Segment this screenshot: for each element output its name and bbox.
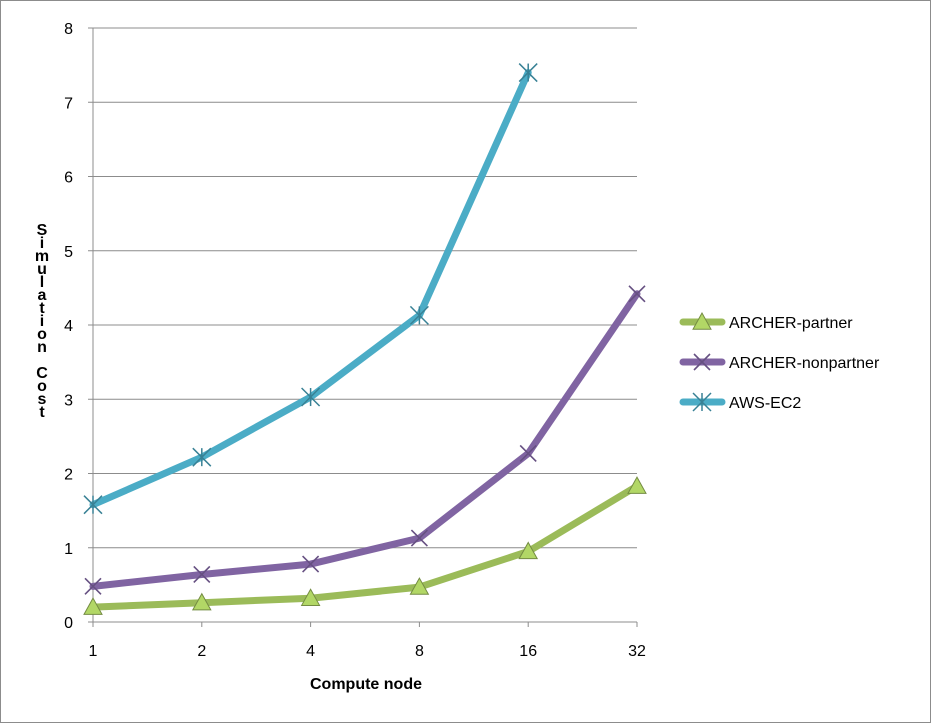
- legend-label: ARCHER-nonpartner: [729, 355, 880, 372]
- marker-stroke: [628, 285, 646, 303]
- x-tick-label: 1: [89, 643, 98, 660]
- y-tick-label: 5: [64, 244, 73, 261]
- y-axis-label-char: i: [40, 235, 44, 252]
- legend-label: AWS-EC2: [729, 395, 801, 412]
- legend: ARCHER-partner ARCHER-nonpartner AWS-EC2: [679, 311, 880, 412]
- series-line: [89, 482, 641, 611]
- y-axis-label-char: i: [40, 313, 44, 330]
- x-tick-label: 2: [197, 643, 206, 660]
- y-axis-label-char: u: [37, 261, 47, 278]
- y-tick-label: 6: [64, 170, 73, 187]
- data-point-marker: [628, 285, 646, 303]
- y-axis-label-char: o: [37, 326, 47, 343]
- data-point-marker: [83, 597, 103, 615]
- data-point-marker: [519, 444, 537, 463]
- legend-item: AWS-EC2: [679, 392, 801, 412]
- data-point-marker: [409, 577, 430, 595]
- y-axis-label-char: S: [37, 222, 48, 239]
- data-point-marker: [518, 63, 538, 83]
- axes: [88, 27, 638, 627]
- series-lines: [83, 63, 647, 615]
- data-point-marker: [692, 392, 712, 412]
- data-point-marker: [518, 541, 539, 560]
- data-point-marker: [409, 305, 429, 325]
- series-archer-nonpartner: [84, 285, 646, 595]
- data-point-marker: [410, 529, 428, 547]
- y-axis-label-char: t: [39, 300, 45, 317]
- y-axis-label-char: o: [37, 378, 47, 395]
- y-axis-label-char: n: [37, 339, 47, 356]
- data-point-marker: [84, 577, 102, 595]
- y-tick-label: 3: [64, 392, 73, 409]
- gridlines: [93, 27, 637, 549]
- y-tick-label: 0: [64, 615, 73, 632]
- data-point-marker: [627, 476, 647, 494]
- y-tick-label: 2: [64, 467, 73, 484]
- legend-item: ARCHER-nonpartner: [679, 353, 880, 372]
- y-axis-label-char: a: [38, 287, 47, 304]
- x-tick-label: 16: [519, 643, 537, 660]
- x-tick-label: 32: [628, 643, 646, 660]
- data-point-marker: [692, 311, 712, 330]
- data-point-marker: [693, 353, 711, 371]
- series-line: [89, 290, 641, 590]
- data-point-marker: [83, 495, 103, 515]
- x-tick-label: 4: [306, 643, 315, 660]
- series-line: [89, 69, 532, 509]
- x-axis-label: Compute node: [310, 676, 422, 693]
- marker-stroke: [519, 444, 537, 463]
- marker-stroke: [193, 565, 211, 584]
- y-tick-label: 7: [64, 95, 73, 112]
- data-point-marker: [301, 387, 321, 407]
- legend-item: ARCHER-partner: [679, 311, 853, 332]
- data-point-marker: [192, 447, 212, 467]
- data-point-marker: [191, 592, 212, 611]
- legend-label: ARCHER-partner: [729, 315, 853, 332]
- data-point-marker: [302, 555, 320, 573]
- x-tick-label: 8: [415, 643, 424, 660]
- y-axis-label-char: m: [35, 248, 49, 265]
- y-axis-label-char: s: [38, 391, 47, 408]
- y-tick-label: 1: [64, 541, 73, 558]
- series-archer-partner: [83, 476, 647, 615]
- x-tick-labels: 1 2 4 8 16 32: [89, 643, 646, 660]
- y-axis-label-char: l: [40, 274, 44, 291]
- marker-stroke: [693, 353, 711, 371]
- data-point-marker: [193, 565, 211, 584]
- data-point-marker: [300, 588, 321, 606]
- y-tick-labels: 0 1 2 3 4 5 6 7 8: [64, 21, 73, 632]
- series-aws-ec2: [83, 63, 538, 515]
- y-axis-label-char: C: [36, 365, 48, 382]
- marker-stroke: [84, 577, 102, 595]
- marker-stroke: [410, 529, 428, 547]
- marker-stroke: [302, 555, 320, 573]
- y-tick-label: 8: [64, 21, 73, 38]
- y-axis-label-char: t: [39, 404, 45, 421]
- y-tick-label: 4: [64, 318, 73, 335]
